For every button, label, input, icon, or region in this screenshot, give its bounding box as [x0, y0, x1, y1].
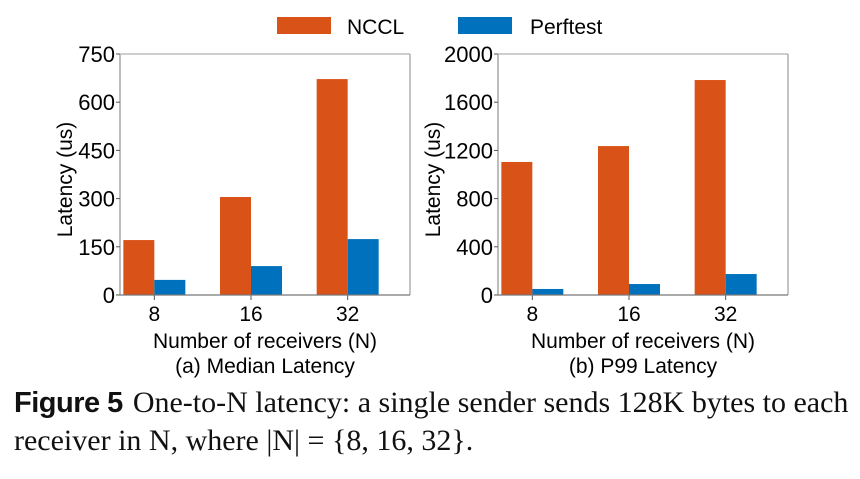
x-axis-label: Number of receivers (N) — [153, 330, 377, 353]
figure-caption: Figure 5 One-to-N latency: a single sende… — [14, 384, 854, 460]
y-tick-label: 2000 — [444, 42, 493, 67]
caption-label: Figure 5 — [14, 387, 123, 419]
y-tick-label: 150 — [78, 235, 115, 260]
x-tick-label: 8 — [148, 303, 160, 326]
y-tick-label: 300 — [78, 187, 115, 212]
y-tick-label: 0 — [481, 283, 493, 308]
x-tick-label: 16 — [617, 303, 640, 326]
chart-title: (b) P99 Latency — [569, 355, 718, 378]
y-axis-label: Latency (us) — [422, 122, 445, 238]
bar-nccl-8 — [501, 161, 533, 295]
y-axis-label: Latency (us) — [54, 122, 77, 238]
x-tick-label: 8 — [526, 303, 538, 326]
y-tick-label: 0 — [103, 283, 115, 308]
x-tick-label: 16 — [239, 303, 262, 326]
legend-label-nccl: NCCL — [347, 16, 404, 39]
y-tick-label: 750 — [78, 42, 115, 67]
legend: NCCL Perftest — [277, 16, 603, 39]
bar-nccl-32 — [694, 80, 726, 295]
caption-text: One-to-N latency: a single sender sends … — [14, 386, 849, 457]
bar-nccl-16 — [220, 196, 251, 295]
y-tick-label: 600 — [78, 90, 115, 115]
bar-perftest-8 — [532, 288, 564, 295]
y-tick-label: 800 — [456, 187, 493, 212]
legend-swatch-perftest — [458, 17, 512, 34]
bar-perftest-32 — [725, 274, 757, 295]
bar-perftest-8 — [154, 279, 186, 295]
chart-title: (a) Median Latency — [175, 355, 355, 378]
bar-nccl-32 — [316, 79, 348, 296]
x-tick-label: 32 — [336, 303, 359, 326]
y-tick-label: 1200 — [444, 138, 493, 163]
bar-nccl-16 — [598, 146, 629, 295]
bar-perftest-32 — [347, 239, 379, 295]
y-tick-label: 450 — [78, 138, 115, 163]
legend-label-perftest: Perftest — [530, 16, 603, 39]
x-axis-label: Number of receivers (N) — [531, 330, 755, 353]
y-tick-label: 1600 — [444, 90, 493, 115]
x-tick-label: 32 — [714, 303, 737, 326]
figure: NCCL Perftest 8 16 32 0 150 300 450 600 750 Latenc… — [54, 16, 789, 378]
legend-swatch-nccl — [277, 17, 331, 34]
bar-perftest-16 — [251, 266, 282, 295]
chart-p99-latency: 8 16 32 0 400 800 1200 1600 2000 Latency (us) Numb… — [422, 42, 789, 378]
y-tick-label: 400 — [456, 235, 493, 260]
bar-nccl-8 — [123, 240, 155, 295]
bar-perftest-16 — [629, 284, 660, 295]
chart-median-latency: 8 16 32 0 150 300 450 600 750 Latency (us) Number … — [54, 42, 411, 378]
